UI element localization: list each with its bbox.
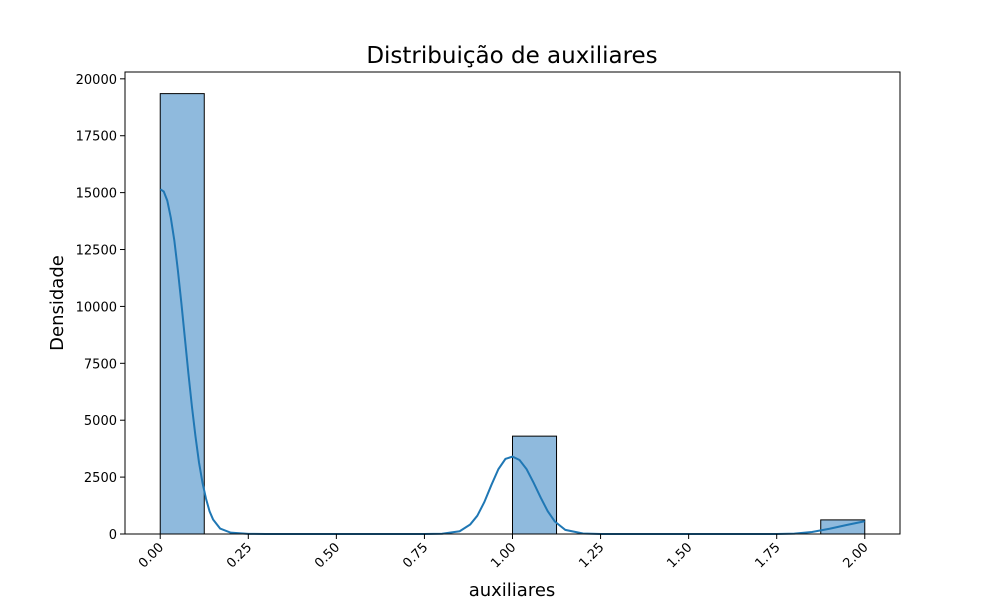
x-tick-label: 0.50: [312, 540, 343, 571]
y-tick-label: 5000: [84, 414, 117, 429]
y-tick-label: 12500: [76, 244, 117, 259]
bars-group: [159, 93, 866, 535]
x-tick-label: 0.25: [224, 540, 255, 571]
x-tick-label: 2.00: [841, 540, 872, 571]
x-tick-label: 1.00: [488, 540, 519, 571]
chart-title: Distribuição de auxiliares: [366, 43, 657, 69]
x-axis-title: auxiliares: [469, 580, 556, 600]
x-tick-label: 0.00: [136, 540, 167, 571]
y-tick-label: 20000: [76, 73, 117, 88]
y-axis: 0 2500 5000 7500 10000 12500 15000 17500 20000: [76, 73, 125, 543]
y-tick-label: 17500: [76, 130, 117, 145]
y-tick-label: 2500: [84, 471, 117, 486]
y-tick-label: 0: [109, 528, 117, 543]
y-tick-label: 10000: [76, 300, 117, 315]
y-axis-title: Densidade: [47, 255, 68, 351]
x-tick-label: 1.75: [752, 540, 783, 571]
x-tick-label: 1.50: [664, 540, 695, 571]
x-tick-label: 1.25: [576, 540, 607, 571]
x-tick-label: 0.75: [400, 540, 431, 571]
y-tick-label: 7500: [84, 357, 117, 372]
y-tick-label: 15000: [76, 187, 117, 202]
x-axis: 0.00 0.25 0.50 0.75 1.00 1.25 1.50 1.75 2.00: [136, 534, 872, 571]
